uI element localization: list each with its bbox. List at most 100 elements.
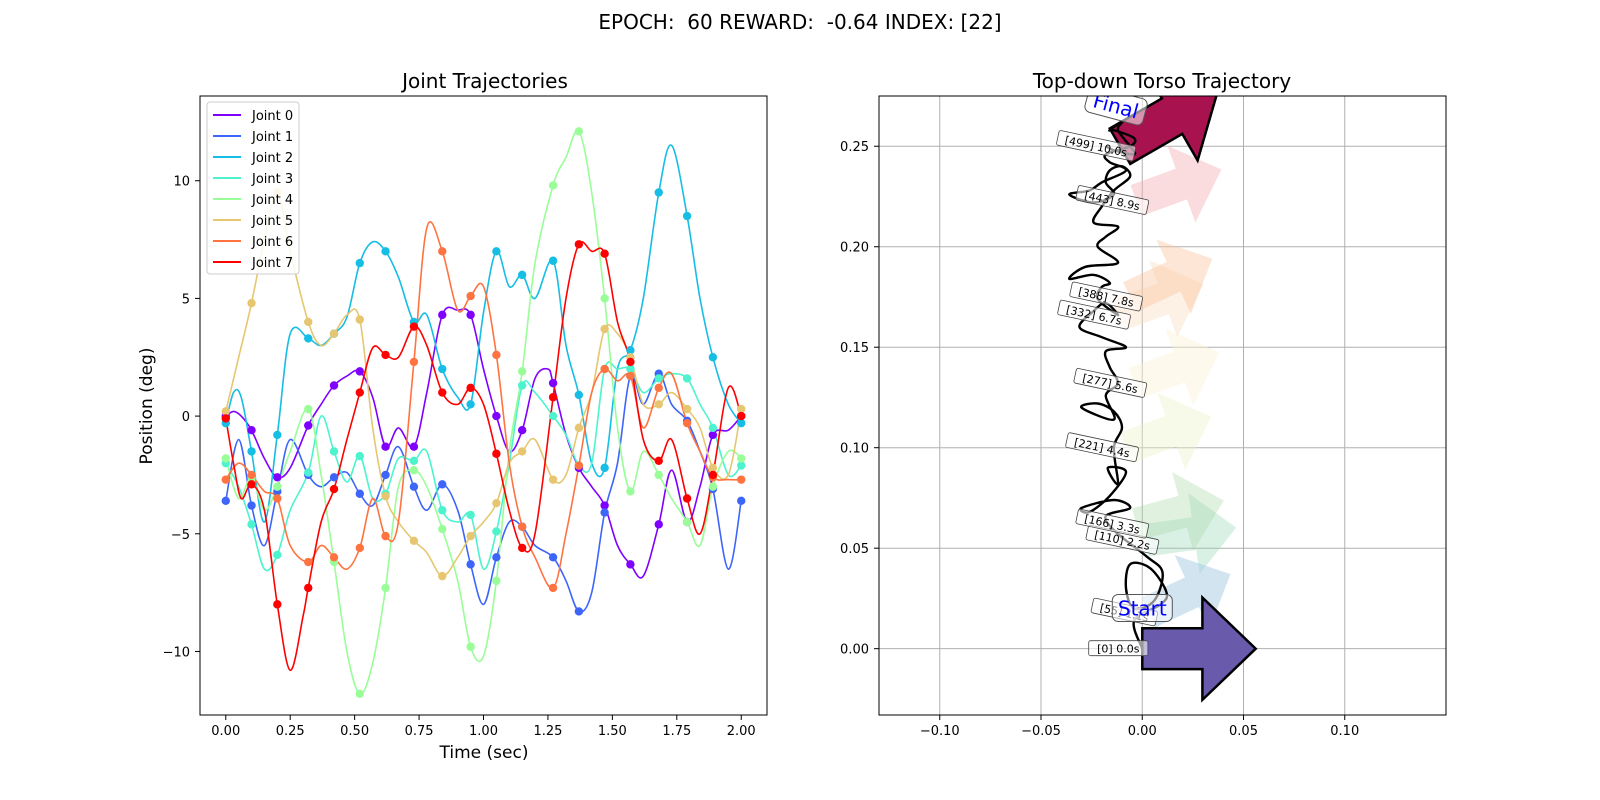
joint-7-marker-9 xyxy=(466,383,475,393)
joint-2-marker-18 xyxy=(708,353,718,362)
joint-3-marker-15 xyxy=(626,364,635,374)
joint-6-marker-6 xyxy=(381,531,390,541)
joint-6-marker-3 xyxy=(304,557,313,567)
torso-plot-area: [0] 0.0s[55] 1.1s[110] 2.2s[166] 3.3s[22… xyxy=(1056,88,1258,703)
joint-5-line xyxy=(225,191,742,577)
joint-3-line xyxy=(225,361,742,572)
joint-1-marker-10 xyxy=(492,553,501,562)
joint-1-marker-8 xyxy=(438,480,447,489)
joint-6-marker-8 xyxy=(438,247,447,256)
joint-4-marker-6 xyxy=(381,583,390,593)
joint-5-marker-4 xyxy=(329,329,339,338)
torso-x-tick-label: 0.00 xyxy=(1128,724,1157,739)
joint-0-marker-11 xyxy=(517,426,527,435)
joint-6-marker-11 xyxy=(517,522,527,531)
joint-2-marker-1 xyxy=(247,447,256,456)
joint-4-marker-13 xyxy=(574,127,584,136)
joint-5-marker-3 xyxy=(304,317,313,327)
joint-7-marker-15 xyxy=(626,357,635,367)
joint-0-marker-15 xyxy=(626,560,635,569)
joint-x-tick-label: 1.00 xyxy=(469,724,498,739)
legend-label-1: Joint 1 xyxy=(251,130,293,145)
torso-time-label-box xyxy=(1057,299,1131,330)
joint-6-marker-14 xyxy=(600,364,609,374)
joint-2-marker-12 xyxy=(548,256,558,265)
joint-4-marker-3 xyxy=(304,404,313,414)
joint-y-axis-label: Position (deg) xyxy=(137,348,157,465)
joint-6-marker-19 xyxy=(737,475,746,484)
joint-6-marker-13 xyxy=(574,461,584,470)
torso-x-tick-label: −0.05 xyxy=(1021,724,1061,739)
joint-0-marker-9 xyxy=(466,310,475,320)
joint-0-marker-10 xyxy=(492,411,501,421)
torso-time-label-box xyxy=(1065,432,1139,463)
joint-5-marker-14 xyxy=(600,324,609,334)
joint-2-marker-6 xyxy=(381,247,390,256)
joint-2-line xyxy=(225,144,742,523)
joint-4-marker-18 xyxy=(708,482,718,491)
joint-1-marker-13 xyxy=(574,607,584,616)
joint-0-line xyxy=(225,306,742,579)
joint-7-marker-19 xyxy=(737,411,746,421)
joint-2-marker-8 xyxy=(438,364,447,374)
joint-5-marker-9 xyxy=(466,531,475,541)
joint-y-tick-label: 10 xyxy=(173,175,190,190)
torso-annotation-box xyxy=(1111,594,1173,622)
joint-4-marker-7 xyxy=(409,466,419,475)
joint-5-marker-6 xyxy=(381,491,390,501)
joint-x-tick-label: 0.00 xyxy=(211,724,240,739)
torso-x-tick-label: 0.10 xyxy=(1330,724,1359,739)
legend-label-0: Joint 0 xyxy=(251,109,293,124)
joint-3-marker-7 xyxy=(409,456,419,466)
joint-6-marker-5 xyxy=(355,543,364,553)
joint-y-tick-label: 0 xyxy=(182,410,190,425)
legend-box xyxy=(206,101,300,275)
joint-6-marker-10 xyxy=(492,350,501,360)
joint-4-marker-10 xyxy=(492,576,501,586)
torso-time-label-box xyxy=(1088,640,1149,657)
joint-0-marker-7 xyxy=(409,442,419,451)
torso-x-tick-label: −0.10 xyxy=(920,724,960,739)
joint-0-marker-14 xyxy=(600,501,609,510)
joint-7-marker-5 xyxy=(355,388,364,397)
joint-5-marker-10 xyxy=(492,498,501,508)
joint-0-marker-8 xyxy=(438,310,447,320)
joint-6-marker-1 xyxy=(247,470,256,480)
joint-4-marker-5 xyxy=(355,689,364,699)
figure-suptitle: EPOCH: 60 REWARD: -0.64 INDEX: [22] xyxy=(598,10,1002,34)
torso-annotation-text: Final xyxy=(1091,88,1142,123)
joint-1-marker-0 xyxy=(221,496,230,506)
joint-5-marker-11 xyxy=(517,447,527,456)
joint-x-tick-label: 0.75 xyxy=(405,724,434,739)
joint-1-marker-1 xyxy=(247,501,256,510)
joint-3-marker-5 xyxy=(355,451,364,461)
joint-7-marker-16 xyxy=(654,456,663,466)
torso-heading-arrow-3 xyxy=(1131,472,1224,552)
joint-3-marker-2 xyxy=(273,550,282,560)
joint-plot-area xyxy=(221,127,746,699)
joint-4-marker-12 xyxy=(548,181,558,190)
joint-x-axis-label: Time (sec) xyxy=(439,743,529,763)
joint-5-marker-0 xyxy=(221,407,230,416)
joint-7-marker-0 xyxy=(221,414,230,423)
joint-0-marker-5 xyxy=(355,367,364,376)
joint-1-marker-7 xyxy=(409,482,419,491)
joint-4-marker-8 xyxy=(438,524,447,534)
joint-4-marker-14 xyxy=(600,294,609,303)
joint-trajectories-chart: Joint Trajectories 0.00 0.25 0.50 0.75 1.00 1… xyxy=(137,69,768,763)
joint-3-marker-17 xyxy=(682,374,692,383)
torso-time-label-box xyxy=(1073,368,1148,398)
joint-y-tick-label: 5 xyxy=(182,292,190,307)
joint-1-marker-4 xyxy=(329,473,339,482)
torso-x-axis: −0.10 −0.05 0.00 0.05 0.10 xyxy=(920,715,1359,739)
joint-6-marker-4 xyxy=(329,553,339,562)
joint-x-tick-label: 0.50 xyxy=(340,724,369,739)
joint-3-marker-9 xyxy=(466,510,475,520)
joint-6-marker-0 xyxy=(221,475,230,484)
joint-3-marker-18 xyxy=(708,423,718,433)
torso-heading-arrow-0 xyxy=(1141,594,1258,703)
joint-5-marker-19 xyxy=(737,404,746,414)
torso-heading-arrow-5 xyxy=(1128,328,1220,406)
joint-3-marker-16 xyxy=(654,374,663,383)
